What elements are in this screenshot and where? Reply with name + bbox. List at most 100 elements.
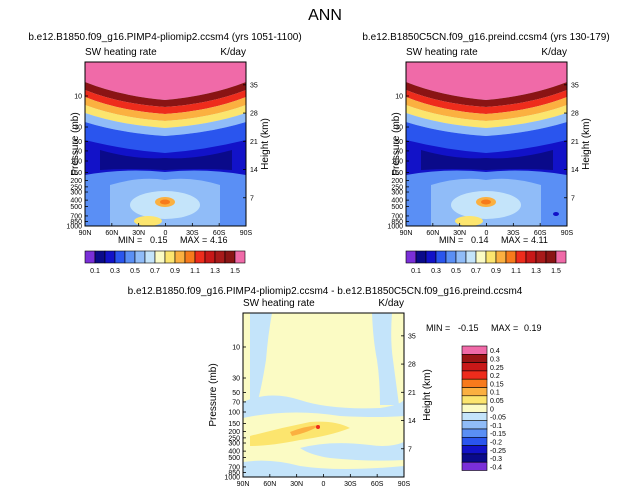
- colorbar-label: 1.3: [210, 268, 220, 275]
- x-tick-label: 0: [485, 230, 489, 237]
- y-tick-label: 1000: [66, 224, 82, 231]
- colorbar-swatch: [405, 250, 417, 264]
- colorbar-label: 1.1: [511, 268, 521, 275]
- panel-1-left-label: SW heating rate: [85, 47, 157, 58]
- diff-colorbar-label: -0.2: [490, 439, 502, 446]
- x-tick-label: 30S: [507, 230, 520, 237]
- y-tick-label: 400: [228, 449, 240, 456]
- diff-colorbar-swatch: [461, 387, 488, 397]
- y-tick-label: 1000: [387, 224, 403, 231]
- y-tick-label: 500: [70, 204, 82, 211]
- colorbar-swatch: [465, 250, 477, 264]
- panel-3-max-value: 0.19: [524, 323, 542, 333]
- x-tick-label: 0: [322, 481, 326, 488]
- panel-2-left-label: SW heating rate: [406, 47, 478, 58]
- y-tick-label: 70: [74, 148, 82, 155]
- colorbar-swatch: [475, 250, 487, 264]
- panel-2-region-max: [406, 62, 567, 100]
- y-tick-label: 250: [391, 184, 403, 191]
- y-tick-label: 200: [391, 178, 403, 185]
- panel-1-field: [85, 62, 246, 226]
- panel-2-min-value: 0.14: [471, 235, 489, 245]
- diff-colorbar-label: 0.15: [490, 381, 504, 388]
- panel-2-band-15: [553, 212, 559, 216]
- x-tick-label: 60N: [426, 230, 439, 237]
- y-tick-label: 300: [228, 441, 240, 448]
- panel-2-band-1: [406, 82, 567, 107]
- colorbar-swatch: [455, 250, 467, 264]
- colorbar-label: 0.7: [471, 268, 481, 275]
- panel-3-min-label: MIN =: [426, 323, 450, 333]
- figure-title: ANN: [308, 7, 342, 24]
- y-tick-label: 500: [391, 204, 403, 211]
- panel-2-band-3: [406, 97, 567, 121]
- panel-1-min-label: MIN =: [118, 235, 142, 245]
- height-tick-label: 28: [250, 111, 258, 118]
- panel-2-max-label: MAX =: [501, 235, 528, 245]
- colorbar-swatch: [114, 250, 126, 264]
- diff-colorbar: 0.40.30.250.20.150.10.050-0.05-0.1-0.15-…: [461, 345, 506, 471]
- colorbar-label: 0.9: [170, 268, 180, 275]
- diff-colorbar-swatch: [461, 420, 488, 430]
- x-tick-label: 0: [164, 230, 168, 237]
- y-tick-label: 300: [391, 190, 403, 197]
- y-tick-label: 1000: [224, 475, 240, 482]
- colorbar-swatch: [194, 250, 206, 264]
- colorbar-label: 0.1: [90, 268, 100, 275]
- y-tick-label: 700: [228, 464, 240, 471]
- colorbar-swatch: [124, 250, 136, 264]
- diff-colorbar-swatch: [461, 345, 488, 355]
- diff-colorbar-label: 0.4: [490, 348, 500, 355]
- height-tick-label: 35: [571, 82, 579, 89]
- panel-3: b.e12.B1850.f09_g16.PIMP4-pliomip2.ccsm4…: [128, 286, 542, 488]
- colorbar-swatch: [445, 250, 457, 264]
- colorbar-label: 0.3: [431, 268, 441, 275]
- x-tick-label: 60S: [534, 230, 547, 237]
- height-tick-label: 28: [408, 362, 416, 369]
- x-tick-label: 90N: [237, 481, 250, 488]
- height-tick-label: 14: [250, 167, 258, 174]
- y-tick-label: 850: [228, 470, 240, 477]
- panel-2-band-8: [421, 150, 553, 170]
- y-tick-label: 30: [232, 376, 240, 383]
- x-tick-label: 60N: [105, 230, 118, 237]
- panel-2-colorbar: 0.1 0.3 0.5 0.7 0.9 1.1 1.3 1.5: [405, 250, 567, 275]
- panel-3-region-neg-mid: [243, 395, 404, 418]
- x-tick-label: 30N: [290, 481, 303, 488]
- panel-2-band-5: [406, 113, 567, 136]
- height-tick-label: 21: [408, 390, 416, 397]
- panel-3-min-value: -0.15: [458, 323, 479, 333]
- panel-3-left-label: SW heating rate: [243, 298, 315, 309]
- panel-1-band-13: [160, 199, 170, 205]
- colorbar-swatch: [214, 250, 226, 264]
- height-tick-label: 7: [250, 195, 254, 202]
- y-tick-label: 70: [395, 148, 403, 155]
- y-tick-label: 400: [391, 198, 403, 205]
- diff-colorbar-label: 0.05: [490, 398, 504, 405]
- x-tick-label: 60S: [371, 481, 384, 488]
- panel-3-region-neg-low: [300, 442, 404, 461]
- diff-colorbar-swatch: [461, 378, 488, 388]
- colorbar-label: 1.5: [551, 268, 561, 275]
- colorbar-swatch: [104, 250, 116, 264]
- height-tick-label: 7: [408, 446, 412, 453]
- panel-1-band-14: [134, 216, 162, 226]
- x-tick-label: 30S: [186, 230, 199, 237]
- panel-1-xticks: 90N 60N 30N 0 30S 60S 90S: [79, 223, 253, 237]
- diff-colorbar-swatch: [461, 412, 488, 421]
- y-tick-label: 10: [232, 344, 240, 351]
- y-tick-label: 100: [70, 158, 82, 165]
- y-tick-label: 100: [228, 409, 240, 416]
- y-tick-label: 700: [70, 213, 82, 220]
- x-tick-label: 90N: [400, 230, 413, 237]
- diff-colorbar-swatch: [461, 461, 488, 471]
- panel-1-band-2: [85, 90, 246, 114]
- colorbar-label: 0.3: [110, 268, 120, 275]
- x-tick-label: 60S: [213, 230, 226, 237]
- colorbar-label: 0.7: [150, 268, 160, 275]
- panel-2-ylabel-right: Height (km): [581, 118, 592, 170]
- y-tick-label: 30: [395, 125, 403, 132]
- diff-colorbar-label: 0.2: [490, 373, 500, 380]
